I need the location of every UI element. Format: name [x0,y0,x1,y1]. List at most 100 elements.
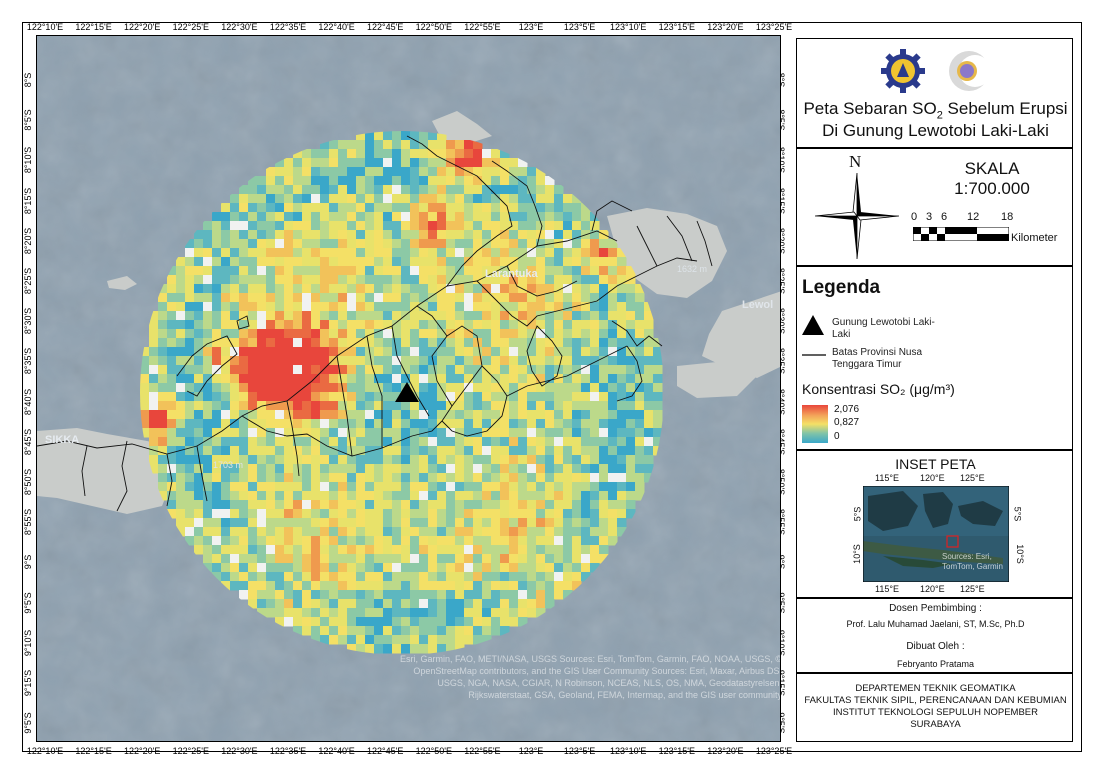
map-canvas[interactable] [37,36,781,742]
raster-cell [284,563,294,573]
raster-cell [473,275,483,285]
raster-cell [248,482,258,492]
raster-cell [446,356,456,366]
raster-cell [572,563,582,573]
raster-cell [563,572,573,582]
raster-cell [320,563,330,573]
raster-cell [563,392,573,402]
raster-cell [185,473,195,483]
raster-cell [212,437,222,447]
raster-cell [320,509,330,519]
raster-cell [176,329,186,339]
raster-cell [194,293,204,303]
raster-cell [419,410,429,420]
raster-cell [338,203,348,213]
raster-cell [338,338,348,348]
raster-cell [329,410,339,420]
raster-cell [527,392,537,402]
raster-cell [239,356,249,366]
raster-cell [536,527,546,537]
raster-cell [572,311,582,321]
inset-panel: INSET PETA 115°E 120°E 125°E 115°E 120°E… [796,450,1073,598]
raster-cell [644,347,654,357]
raster-cell [455,428,465,438]
raster-cell [437,257,447,267]
raster-cell [203,437,213,447]
raster-cell [482,437,492,447]
raster-cell [338,257,348,267]
raster-cell [545,554,555,564]
raster-cell [311,212,321,222]
raster-cell [347,239,357,249]
raster-cell [419,311,429,321]
inset-map[interactable] [863,486,1009,582]
raster-cell [626,446,636,456]
raster-cell [563,203,573,213]
raster-cell [311,563,321,573]
lon-tick-bottom-2: 122°20'E [124,746,161,756]
raster-cell [401,473,411,483]
raster-cell [356,464,366,474]
raster-cell [419,455,429,465]
raster-cell [275,275,285,285]
raster-cell [572,194,582,204]
raster-cell [428,455,438,465]
raster-cell [455,329,465,339]
raster-cell [230,410,240,420]
raster-cell [293,167,303,177]
raster-cell [338,563,348,573]
raster-cell [329,320,339,330]
raster-cell [374,518,384,528]
author-name: Febryanto Pratama [896,659,975,669]
raster-cell [221,338,231,348]
raster-cell [221,518,231,528]
raster-cell [491,185,501,195]
raster-cell [473,572,483,582]
raster-cell [563,482,573,492]
raster-cell [383,356,393,366]
raster-cell [302,221,312,231]
raster-cell [482,455,492,465]
raster-cell [347,509,357,519]
raster-cell [401,509,411,519]
raster-cell [455,482,465,492]
raster-cell [518,563,528,573]
raster-cell [509,239,519,249]
raster-cell [500,491,510,501]
raster-cell [275,401,285,411]
raster-cell [410,221,420,231]
raster-cell [428,464,438,474]
raster-cell [257,338,267,348]
raster-cell [581,338,591,348]
raster-cell [383,545,393,555]
raster-cell [500,419,510,429]
raster-cell [572,473,582,483]
raster-cell [590,455,600,465]
raster-cell [500,302,510,312]
raster-cell [428,608,438,618]
raster-cell [239,500,249,510]
raster-cell [473,509,483,519]
raster-cell [329,617,339,627]
raster-cell [320,572,330,582]
raster-cell [626,383,636,393]
map-view[interactable]: Larantuka Lewol SIKKA 1632 m 1703 m Esri… [36,35,781,742]
raster-cell [329,509,339,519]
raster-cell [572,545,582,555]
raster-cell [527,500,537,510]
raster-cell [374,257,384,267]
raster-cell [401,311,411,321]
raster-cell [203,221,213,231]
raster-cell [410,383,420,393]
raster-cell [455,473,465,483]
raster-cell [635,284,645,294]
raster-cell [176,500,186,510]
raster-cell [563,356,573,366]
raster-cell [284,275,294,285]
raster-cell [248,410,258,420]
raster-cell [392,536,402,546]
raster-cell [194,509,204,519]
raster-cell [221,257,231,267]
raster-cell [302,590,312,600]
raster-cell [266,581,276,591]
